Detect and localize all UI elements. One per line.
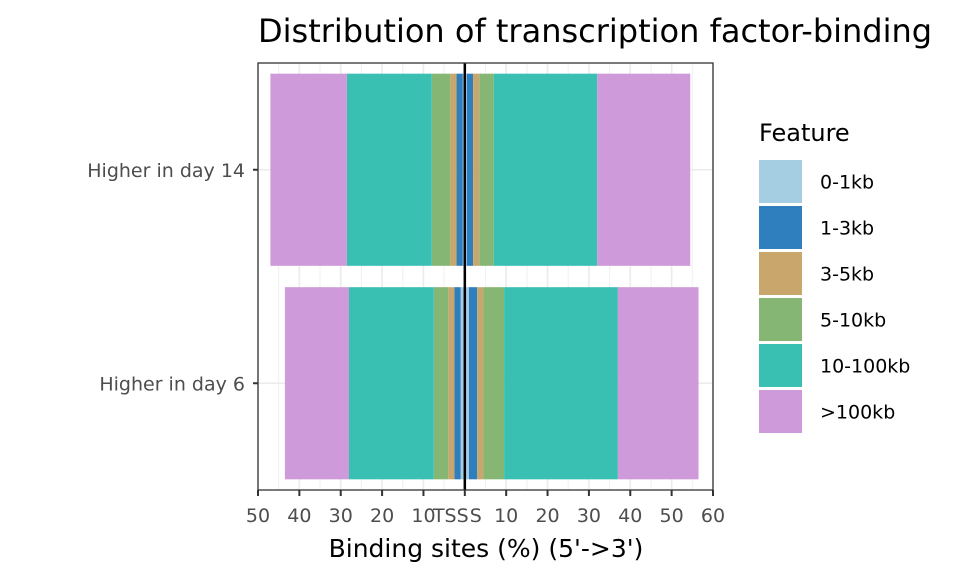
x-tick-label: 10 (411, 505, 435, 527)
x-tick-label: TSS (432, 505, 469, 527)
legend-label: 1-3kb (820, 218, 874, 240)
panel-border (257, 62, 714, 491)
legend-key-5-10kb (759, 298, 802, 341)
bar-upstream-5-10kb (431, 73, 451, 266)
bar-downstream-10-100kb (493, 73, 598, 266)
bar-upstream-1-3kb (454, 287, 461, 480)
plot-area: Higher in day 14 Higher in day 6 50 40 30 20 1… (87, 62, 725, 527)
x-tick-label: 10 (494, 505, 518, 527)
bar-upstream-0-1kb (460, 287, 465, 480)
x-tick-label: 40 (618, 505, 642, 527)
legend-label: >100kb (820, 402, 895, 424)
bar-downstream-0-1kb (464, 287, 469, 480)
x-tick-label: 20 (535, 505, 559, 527)
legend-key-0-1kb (759, 160, 802, 203)
bar-upstream-3-5kb (450, 73, 457, 266)
x-tick-label: 30 (577, 505, 601, 527)
legend: 0-1kb 1-3kb 3-5kb 5-10kb 10-100kb >100kb (759, 160, 910, 433)
bar-downstream-3-5kb (473, 73, 480, 266)
bar-downstream-5-10kb (479, 73, 494, 266)
x-tick-label: 60 (701, 505, 725, 527)
legend-key-10-100kb (759, 344, 802, 387)
bar-downstream->100kb (597, 73, 691, 266)
legend-label: 10-100kb (820, 356, 910, 378)
legend-key-1-3kb (759, 206, 802, 249)
bar-upstream-5-10kb (433, 287, 449, 480)
bar-upstream->100kb (270, 73, 347, 266)
x-tick-label: 50 (660, 505, 684, 527)
x-tick-label: S (470, 505, 482, 527)
bar-upstream-10-100kb (346, 73, 432, 266)
bar-upstream->100kb (284, 287, 349, 480)
legend-label: 0-1kb (820, 172, 874, 194)
bar-downstream-3-5kb (477, 287, 484, 480)
chart-title: Distribution of transcription factor-bin… (258, 12, 932, 50)
legend-key-3-5kb (759, 252, 802, 295)
x-tick-label: 40 (287, 505, 311, 527)
bar-downstream->100kb (617, 287, 699, 480)
bar-upstream-1-3kb (456, 73, 463, 266)
bar-upstream-10-100kb (349, 287, 434, 480)
bar-upstream-3-5kb (448, 287, 455, 480)
y-tick-label: Higher in day 6 (99, 373, 245, 395)
y-tick-label: Higher in day 14 (87, 160, 245, 182)
bar-downstream-1-3kb (468, 287, 478, 480)
bar-downstream-10-100kb (504, 287, 618, 480)
x-tick-label: 30 (329, 505, 353, 527)
x-axis-title: Binding sites (%) (5'->3') (329, 534, 644, 563)
x-tick-label: 50 (246, 505, 270, 527)
legend-title: Feature (759, 119, 850, 147)
legend-label: 3-5kb (820, 264, 874, 286)
x-tick-label: 20 (370, 505, 394, 527)
bar-downstream-1-3kb (466, 73, 474, 266)
legend-label: 5-10kb (820, 310, 886, 332)
legend-key->100kb (759, 390, 802, 433)
bar-downstream-5-10kb (483, 287, 505, 480)
